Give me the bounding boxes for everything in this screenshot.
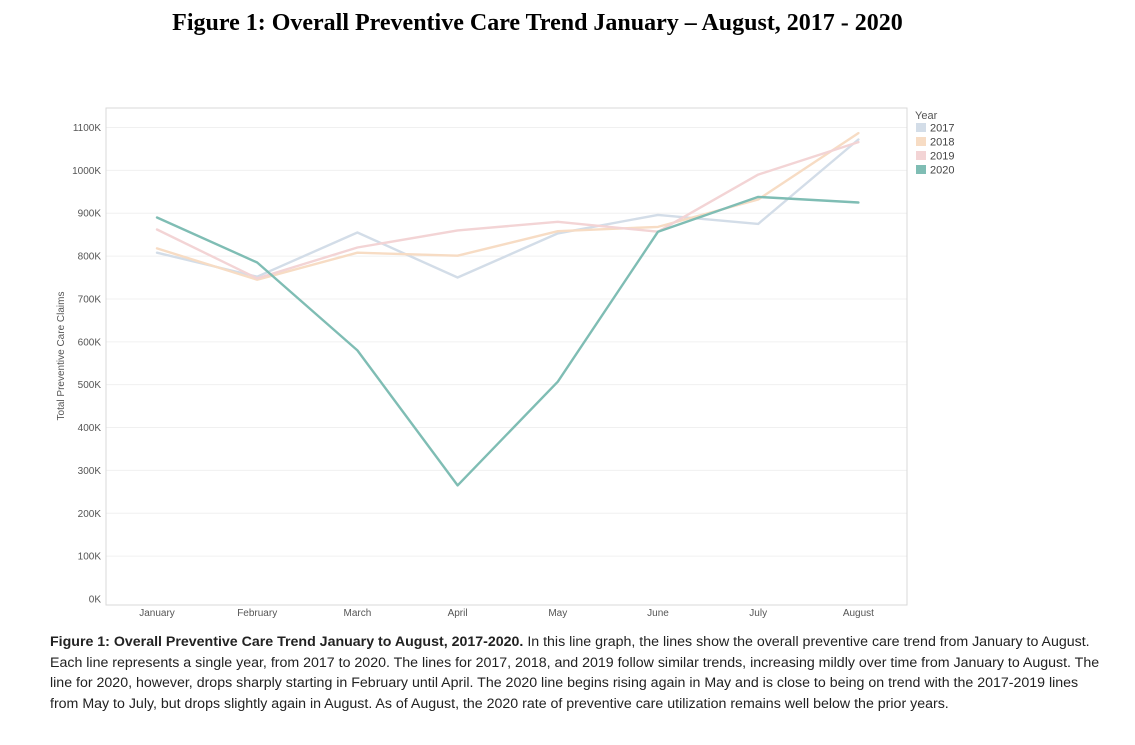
x-tick-label: March xyxy=(344,608,372,619)
series-layer xyxy=(155,131,860,487)
x-axis: January February March April May June July Augu… xyxy=(139,608,874,619)
plot-frame xyxy=(105,107,908,606)
caption-lead: Figure 1: Overall Preventive Care Trend … xyxy=(50,634,524,650)
series-line-2019 xyxy=(155,140,860,280)
figure-caption: Figure 1: Overall Preventive Care Trend … xyxy=(50,632,1110,714)
x-tick-label: April xyxy=(448,608,468,619)
x-tick-label: July xyxy=(749,608,767,619)
x-tick-label: May xyxy=(548,608,567,619)
x-tick-label: February xyxy=(237,608,277,619)
legend-label-2020: 2020 xyxy=(930,165,954,177)
legend-swatch-2020 xyxy=(916,165,926,174)
y-tick-label: 500K xyxy=(78,380,102,391)
grid-layer xyxy=(106,127,907,557)
y-tick-label: 900K xyxy=(78,209,102,220)
y-tick-label: 400K xyxy=(78,423,102,434)
caption-body: In this line graph, the lines show the o… xyxy=(50,634,1100,712)
y-tick-label: 700K xyxy=(78,294,102,305)
y-tick-label: 600K xyxy=(78,337,102,348)
figure-title: Figure 1: Overall Preventive Care Trend … xyxy=(172,10,903,36)
y-tick-label: 1100K xyxy=(73,123,102,134)
y-tick-label: 100K xyxy=(78,552,102,563)
legend: Year 2017 2018 2019 2020 xyxy=(915,110,954,177)
y-tick-label: 1000K xyxy=(72,166,101,177)
y-axis: 0K 100K 200K 300K 400K 500K 600K 700K 800K 900K 10… xyxy=(72,123,101,606)
legend-label-2018: 2018 xyxy=(930,137,954,149)
line-chart: 0K 100K 200K 300K 400K 500K 600K 700K 800K 900K 10… xyxy=(56,107,954,619)
y-axis-label: Total Preventive Care Claims xyxy=(56,292,67,421)
legend-swatch-2017 xyxy=(916,123,926,132)
x-tick-label: August xyxy=(843,608,874,619)
legend-swatch-2019 xyxy=(916,151,926,160)
legend-label-2017: 2017 xyxy=(930,123,954,135)
legend-swatch-2018 xyxy=(916,137,926,146)
y-tick-label: 0K xyxy=(89,595,102,606)
y-tick-label: 200K xyxy=(78,509,102,520)
y-tick-label: 300K xyxy=(78,466,102,477)
series-line-2018 xyxy=(155,131,860,281)
x-tick-label: June xyxy=(647,608,669,619)
y-tick-label: 800K xyxy=(78,252,102,263)
legend-title: Year xyxy=(915,110,938,122)
series-line-2017 xyxy=(155,138,860,279)
series-line-2020 xyxy=(155,195,860,487)
x-tick-label: January xyxy=(139,608,175,619)
legend-label-2019: 2019 xyxy=(930,151,954,163)
